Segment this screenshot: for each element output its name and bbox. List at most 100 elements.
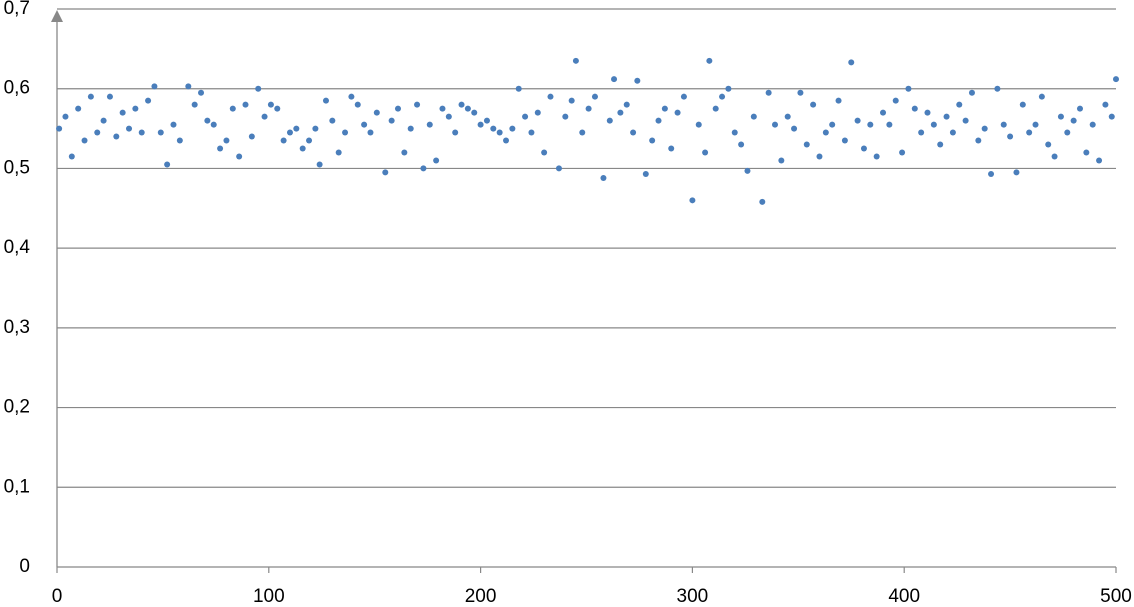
point — [145, 97, 152, 104]
y-tick-label: 0,1 — [4, 476, 30, 497]
point — [210, 121, 217, 128]
point — [585, 105, 592, 112]
point — [702, 149, 709, 156]
point — [892, 97, 899, 104]
point — [1102, 101, 1109, 108]
point — [655, 117, 662, 124]
point — [810, 101, 817, 108]
point — [695, 121, 702, 128]
point — [138, 129, 145, 136]
x-tick-label: 300 — [677, 586, 709, 607]
point — [458, 101, 465, 108]
point — [316, 161, 323, 168]
point — [568, 97, 575, 104]
point — [81, 137, 88, 144]
point — [503, 137, 510, 144]
point — [816, 153, 823, 160]
point — [706, 57, 713, 64]
point — [515, 85, 522, 92]
point — [1108, 113, 1115, 120]
point — [126, 125, 133, 132]
point — [280, 137, 287, 144]
y-axis-arrow — [51, 10, 63, 22]
point — [367, 129, 374, 136]
point — [1057, 113, 1064, 120]
point — [439, 105, 446, 112]
point — [1064, 129, 1071, 136]
point — [335, 149, 342, 156]
point — [274, 105, 281, 112]
point — [534, 109, 541, 116]
point — [1013, 169, 1020, 176]
y-tick-label: 0,6 — [4, 78, 30, 99]
point — [255, 85, 262, 92]
point — [236, 153, 243, 160]
point — [490, 125, 497, 132]
point — [483, 117, 490, 124]
point — [956, 101, 963, 108]
point — [373, 109, 380, 116]
point — [185, 83, 192, 90]
point — [886, 121, 893, 128]
point — [1019, 101, 1026, 108]
point — [407, 125, 414, 132]
point — [674, 109, 681, 116]
x-tick-label: 100 — [253, 586, 285, 607]
point — [848, 59, 855, 66]
point — [471, 109, 478, 116]
point — [528, 129, 535, 136]
point — [949, 129, 956, 136]
point — [860, 145, 867, 152]
point — [797, 89, 804, 96]
point — [87, 93, 94, 100]
point — [1038, 93, 1045, 100]
point — [1045, 141, 1052, 148]
point — [286, 129, 293, 136]
point — [426, 121, 433, 128]
point — [975, 137, 982, 144]
x-tick-label: 200 — [465, 586, 497, 607]
point — [1076, 105, 1083, 112]
point — [229, 105, 236, 112]
point — [547, 93, 554, 100]
point — [1007, 133, 1014, 140]
point — [94, 129, 101, 136]
point — [522, 113, 529, 120]
point — [477, 121, 484, 128]
x-tick-label: 500 — [1100, 586, 1132, 607]
y-tick-label: 0,7 — [4, 0, 30, 19]
point — [361, 121, 368, 128]
point — [606, 117, 613, 124]
point — [822, 129, 829, 136]
point — [634, 77, 641, 84]
point — [750, 113, 757, 120]
point — [744, 167, 751, 174]
point — [937, 141, 944, 148]
point — [445, 113, 452, 120]
point — [880, 109, 887, 116]
point — [382, 169, 389, 176]
point — [217, 145, 224, 152]
point — [731, 129, 738, 136]
point — [56, 125, 63, 132]
point — [75, 105, 82, 112]
point — [725, 85, 732, 92]
point — [555, 165, 562, 172]
point — [911, 105, 918, 112]
point — [176, 137, 183, 144]
point — [803, 141, 810, 148]
point — [191, 101, 198, 108]
point — [433, 157, 440, 164]
point — [388, 117, 395, 124]
point — [299, 145, 306, 152]
point — [680, 93, 687, 100]
point — [579, 129, 586, 136]
point — [342, 129, 349, 136]
point — [261, 113, 268, 120]
point — [791, 125, 798, 132]
point — [854, 117, 861, 124]
point — [1083, 149, 1090, 156]
point — [329, 117, 336, 124]
point — [1096, 157, 1103, 164]
